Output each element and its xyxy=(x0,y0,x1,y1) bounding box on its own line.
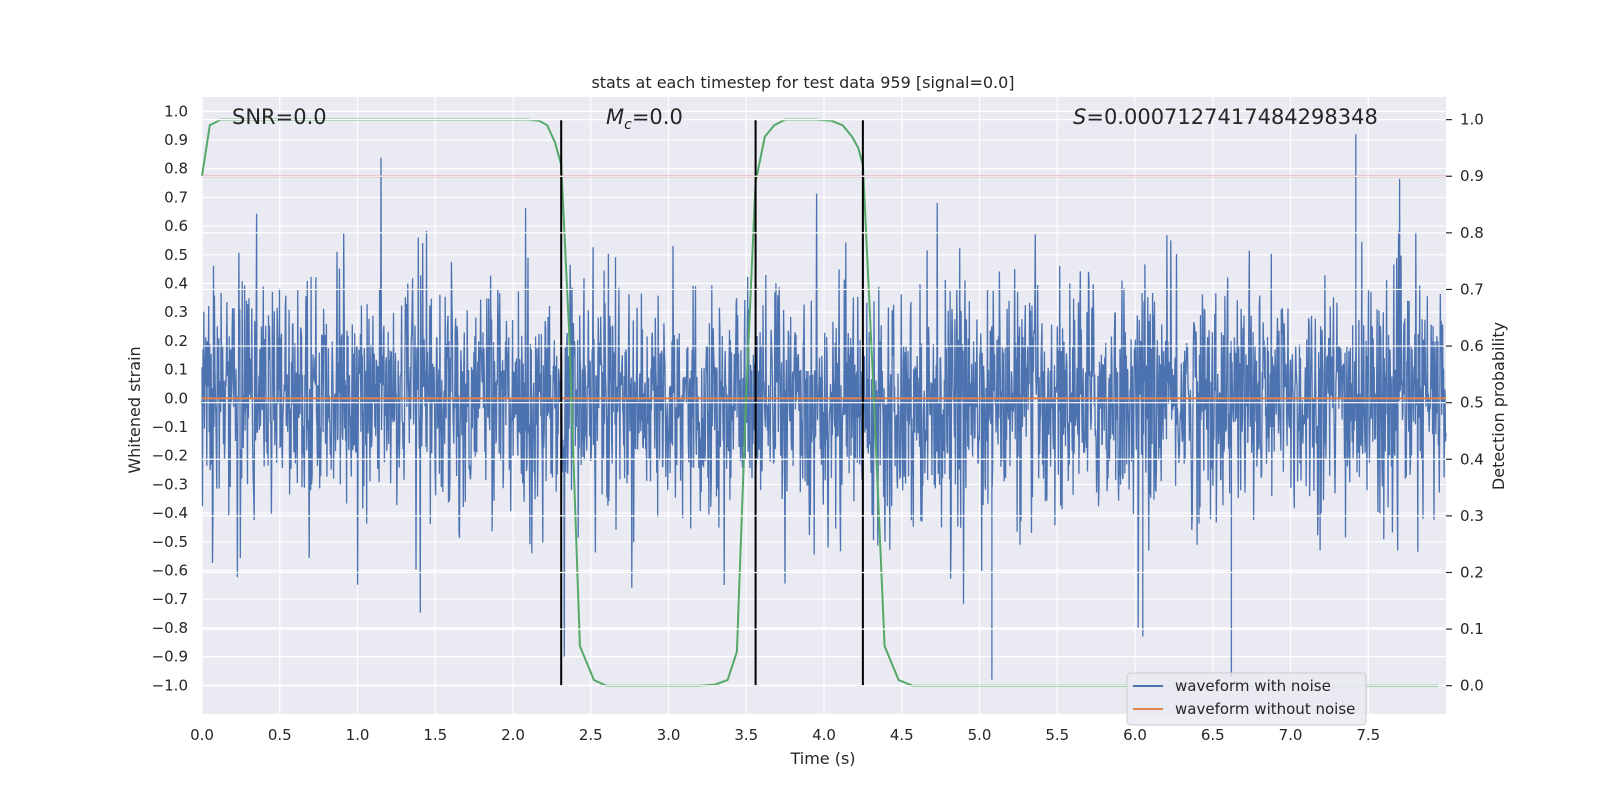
y-tick-label: 0.1 xyxy=(164,361,188,379)
legend-label-clean: waveform without noise xyxy=(1175,700,1355,718)
chirp-mass-subscript: c xyxy=(624,117,632,133)
y2-tick-label: 0.7 xyxy=(1460,280,1484,298)
y-tick-label: −0.7 xyxy=(152,590,188,608)
x-tick-label: 3.5 xyxy=(734,726,758,744)
y-tick-label: 0.8 xyxy=(164,160,188,178)
x-tick-label: 4.5 xyxy=(890,726,914,744)
s-statistic-value: =0.0007127417484298348 xyxy=(1086,105,1378,129)
y2-axis-ticks: 1.0 0.9 0.8 0.7 0.6 0.5 0.4 0.3 0.2 0.1 0.0 xyxy=(1446,111,1484,695)
x-tick-label: 7.0 xyxy=(1279,726,1303,744)
y-axis-ticks: 1.0 0.9 0.8 0.7 0.6 0.5 0.4 0.3 0.2 0.1 0.0 −0.1 −0.… xyxy=(152,102,188,694)
y-tick-label: −0.9 xyxy=(152,648,188,666)
x-tick-label: 5.0 xyxy=(968,726,992,744)
y2-tick-label: 0.1 xyxy=(1460,620,1484,638)
y2-tick-label: 0.0 xyxy=(1460,677,1484,695)
series-waveform-with-noise xyxy=(201,134,1447,680)
y-tick-label: 1.0 xyxy=(164,102,188,120)
legend-label-noise: waveform with noise xyxy=(1175,677,1331,695)
y2-tick-label: 1.0 xyxy=(1460,111,1484,129)
x-tick-label: 1.0 xyxy=(346,726,370,744)
y-tick-label: 0.4 xyxy=(164,275,188,293)
x-tick-label: 0.0 xyxy=(190,726,214,744)
x-tick-label: 6.0 xyxy=(1123,726,1147,744)
y-tick-label: 0.3 xyxy=(164,303,188,321)
x-tick-label: 5.5 xyxy=(1045,726,1069,744)
legend-box xyxy=(1126,672,1367,726)
s-statistic-symbol: S xyxy=(1073,105,1086,129)
y-tick-label: 0.2 xyxy=(164,332,188,350)
y-tick-label: 0.9 xyxy=(164,131,188,149)
y-tick-label: −0.1 xyxy=(152,418,188,436)
y-tick-label: −0.8 xyxy=(152,619,188,637)
y-tick-label: 0.7 xyxy=(164,188,188,206)
y2-tick-label: 0.4 xyxy=(1460,450,1484,468)
y-axis-label: Whitened strain xyxy=(125,346,144,473)
y2-tick-label: 0.3 xyxy=(1460,507,1484,525)
right-axis-grid xyxy=(202,119,1446,687)
x-tick-label: 3.0 xyxy=(657,726,681,744)
x-tick-label: 7.5 xyxy=(1356,726,1380,744)
y-tick-label: 0.6 xyxy=(164,217,188,235)
y2-tick-label: 0.2 xyxy=(1460,563,1484,581)
legend: waveform with noise waveform without noi… xyxy=(1126,672,1367,726)
x-tick-label: 0.5 xyxy=(268,726,292,744)
x-axis-label: Time (s) xyxy=(789,749,855,768)
y-tick-label: −0.5 xyxy=(152,533,188,551)
s-statistic-annotation: S=0.0007127417484298348 xyxy=(1073,105,1378,129)
x-tick-label: 2.5 xyxy=(579,726,603,744)
chirp-mass-symbol: M xyxy=(606,105,624,129)
x-tick-label: 1.5 xyxy=(423,726,447,744)
chart-title: stats at each timestep for test data 959… xyxy=(591,73,1014,92)
x-axis-ticks: 0.0 0.5 1.0 1.5 2.0 2.5 3.0 3.5 4.0 4.5 5.0 5.5 6.0 6… xyxy=(190,726,1380,744)
y2-tick-label: 0.6 xyxy=(1460,337,1484,355)
y2-tick-label: 0.9 xyxy=(1460,167,1484,185)
chirp-mass-value: =0.0 xyxy=(632,105,683,129)
y-tick-label: −0.2 xyxy=(152,447,188,465)
y2-tick-label: 0.5 xyxy=(1460,394,1484,412)
noise-trace xyxy=(201,134,1447,680)
x-tick-label: 4.0 xyxy=(812,726,836,744)
y-tick-label: 0.0 xyxy=(164,389,188,407)
y-tick-label: 0.5 xyxy=(164,246,188,264)
x-tick-label: 6.5 xyxy=(1201,726,1225,744)
snr-annotation: SNR=0.0 xyxy=(232,105,327,129)
y-tick-label: −0.6 xyxy=(152,562,188,580)
y-tick-label: −0.4 xyxy=(152,504,188,522)
y-tick-label: −1.0 xyxy=(152,676,188,694)
x-tick-label: 2.0 xyxy=(501,726,525,744)
y-tick-label: −0.3 xyxy=(152,475,188,493)
y2-axis-label: Detection probability xyxy=(1489,322,1508,490)
chirp-mass-annotation: Mc=0.0 xyxy=(606,105,683,133)
y2-tick-label: 0.8 xyxy=(1460,224,1484,242)
